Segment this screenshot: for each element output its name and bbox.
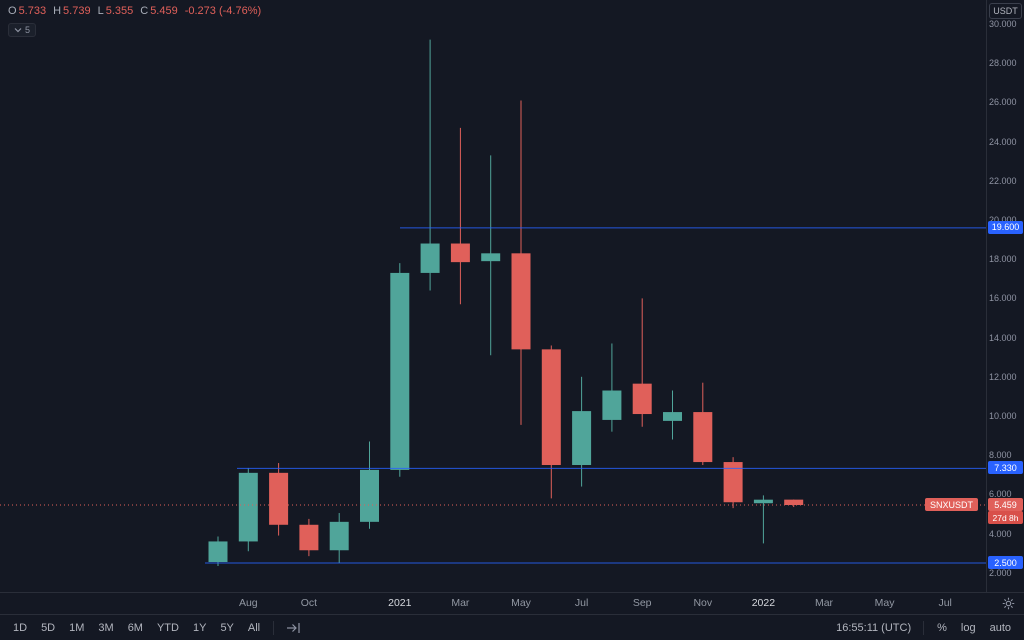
price-tick-label: 6.000 [989, 489, 1012, 500]
price-tick-label: 4.000 [989, 528, 1012, 539]
candle-body[interactable] [663, 412, 682, 421]
candle-body[interactable] [420, 243, 440, 273]
currency-toggle-button[interactable]: USDT [989, 3, 1022, 19]
price-axis[interactable]: USDT 2.000 4.000 6.000 8.000 10.000 12.000 14.… [986, 0, 1024, 592]
candlestick-chart [0, 39, 986, 566]
range-button-1y[interactable]: 1Y [192, 621, 207, 634]
price-tick-label: 28.000 [989, 58, 1017, 69]
candle-body[interactable] [784, 499, 804, 506]
last-price-badge: 5.459 [988, 498, 1023, 511]
range-button-5y[interactable]: 5Y [220, 621, 234, 634]
ohlc-close-value: 5.459 [150, 5, 178, 17]
time-tick-year: 2021 [388, 597, 412, 609]
range-button-all[interactable]: All [247, 621, 261, 634]
candle-body[interactable] [299, 524, 319, 551]
range-button-1m[interactable]: 1M [69, 621, 85, 634]
candle-body[interactable] [632, 383, 652, 415]
ohlc-change: -0.273 (-4.76%) [184, 5, 262, 17]
ohlc-low-label: L [97, 5, 104, 17]
price-tick-label: 30.000 [989, 19, 1017, 29]
price-tick-label: 14.000 [989, 332, 1017, 343]
candle-body[interactable] [693, 412, 713, 463]
time-tick-month: May [511, 597, 531, 609]
candle-body[interactable] [541, 349, 561, 465]
price-tick-label: 12.000 [989, 371, 1017, 382]
go-to-date-icon[interactable] [280, 620, 307, 636]
time-tick-month: May [874, 597, 895, 609]
range-button-1d[interactable]: 1D [13, 621, 28, 634]
time-tick-year: 2022 [751, 597, 776, 609]
ohlc-low-value: 5.355 [105, 5, 134, 17]
toolbar-divider [923, 620, 925, 635]
candle-body[interactable] [390, 272, 410, 470]
price-tick-label: 20.000 [989, 215, 1017, 225]
range-button-6m[interactable]: 6M [127, 621, 143, 634]
price-tick-label: 22.000 [989, 175, 1017, 186]
ohlc-open-value: 5.733 [18, 5, 47, 17]
time-tick-month: Sep [632, 597, 652, 609]
symbol-price-label: SNXUSDT [924, 498, 978, 511]
time-tick-month: Mar [814, 597, 834, 609]
toolbar-divider [273, 620, 275, 635]
price-tick-label: 2.000 [989, 567, 1012, 578]
time-tick-month: Oct [300, 597, 318, 609]
percent-scale-button[interactable]: % [937, 621, 947, 634]
time-axis[interactable]: Aug Oct 2021 Mar May Jul Sep Nov 2022 Mar May Jul [0, 592, 1024, 615]
line-price-badge[interactable]: 19.600 [988, 220, 1023, 234]
settings-gear-icon[interactable] [1002, 597, 1015, 615]
price-tick-label: 16.000 [989, 293, 1017, 304]
clock-utc-label[interactable]: 16:55:11 (UTC) [836, 621, 912, 634]
candle-body[interactable] [481, 253, 501, 262]
bar-countdown-badge: 27d 8h [988, 511, 1023, 524]
legend-collapse-button[interactable]: 5 [8, 23, 37, 37]
range-button-ytd[interactable]: YTD [156, 621, 179, 634]
ohlc-legend: O 5.733 H 5.739 L 5.355 C 5.459 -0.273 (-4.76%) [8, 5, 261, 17]
legend-collapse-count: 5 [25, 25, 31, 35]
candle-body[interactable] [602, 390, 622, 420]
candle-body[interactable] [238, 472, 258, 542]
time-tick-month: Nov [693, 597, 713, 609]
time-tick-month: Jul [938, 597, 952, 609]
price-tick-label: 18.000 [989, 254, 1017, 265]
chevron-down-icon [14, 28, 22, 33]
candle-body[interactable] [450, 243, 470, 263]
time-tick-month: Jul [574, 597, 589, 609]
ohlc-close-label: C [140, 5, 149, 17]
candle-body[interactable] [511, 253, 531, 350]
price-tick-label: 8.000 [989, 450, 1012, 461]
candle-body[interactable] [208, 541, 228, 563]
candle-body[interactable] [572, 411, 592, 465]
price-tick-label: 10.000 [989, 411, 1017, 421]
range-button-5d[interactable]: 5D [41, 621, 56, 634]
chart-pane[interactable]: O 5.733 H 5.739 L 5.355 C 5.459 -0.273 (-4.76%) … [0, 0, 986, 592]
ohlc-high-value: 5.739 [63, 5, 91, 17]
auto-scale-button[interactable]: auto [989, 621, 1011, 634]
price-tick-label: 24.000 [989, 136, 1017, 147]
candle-body[interactable] [753, 499, 773, 504]
ohlc-high-label: H [53, 5, 62, 17]
time-tick-month: Mar [451, 597, 470, 609]
ohlc-open-label: O [8, 5, 17, 17]
range-button-3m[interactable]: 3M [98, 621, 114, 634]
line-price-badge[interactable]: 7.330 [988, 461, 1023, 475]
price-tick-label: 26.000 [989, 97, 1017, 108]
line-price-badge[interactable]: 2.500 [988, 556, 1023, 569]
candle-body[interactable] [360, 469, 379, 522]
candle-body[interactable] [269, 472, 289, 525]
log-scale-button[interactable]: log [960, 621, 976, 634]
time-tick-month: Aug [238, 597, 258, 609]
bottom-toolbar: 1D 5D 1M 3M 6M YTD 1Y 5Y All 16:55:11 (U… [0, 614, 1024, 640]
candle-body[interactable] [329, 521, 349, 551]
candle-body[interactable] [723, 462, 743, 503]
